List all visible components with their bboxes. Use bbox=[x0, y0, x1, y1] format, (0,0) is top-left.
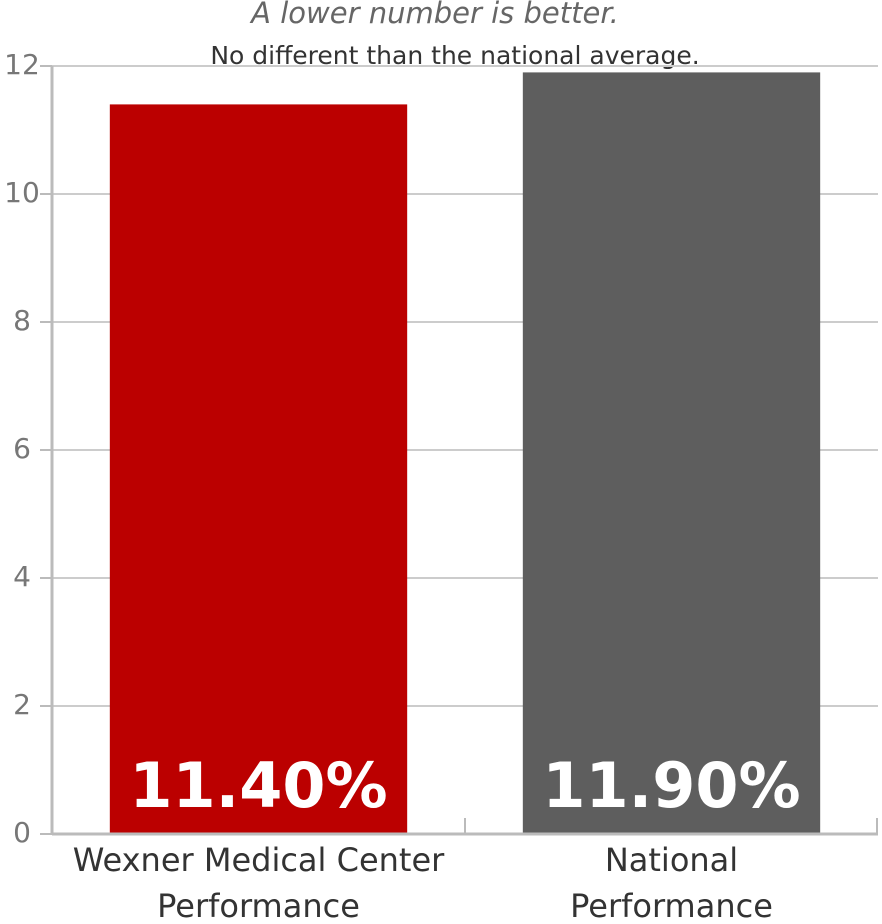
value-label: 11.90% bbox=[542, 749, 800, 822]
y-tick-label: 6 bbox=[13, 432, 31, 465]
bar bbox=[522, 72, 821, 834]
x-tick-label-line: Wexner Medical Center bbox=[73, 841, 445, 879]
x-tick-label-line: Performance bbox=[157, 887, 360, 924]
x-tick-label-line: National bbox=[605, 841, 738, 879]
y-tick-label: 8 bbox=[13, 304, 31, 337]
chart-title: A lower number is better. bbox=[249, 0, 619, 30]
y-tick-label: 0 bbox=[13, 816, 31, 849]
x-tick-label-line: Performance bbox=[570, 887, 773, 924]
bar bbox=[109, 104, 408, 834]
y-tick-label: 10 bbox=[4, 176, 40, 209]
y-tick-label: 12 bbox=[4, 48, 40, 81]
x-tick-label: National Performance bbox=[570, 841, 773, 924]
y-tick-label: 4 bbox=[13, 560, 31, 593]
x-tick-label: Wexner Medical Center Performance bbox=[73, 841, 445, 924]
value-label: 11.40% bbox=[129, 749, 387, 822]
y-tick-label: 2 bbox=[13, 688, 31, 721]
